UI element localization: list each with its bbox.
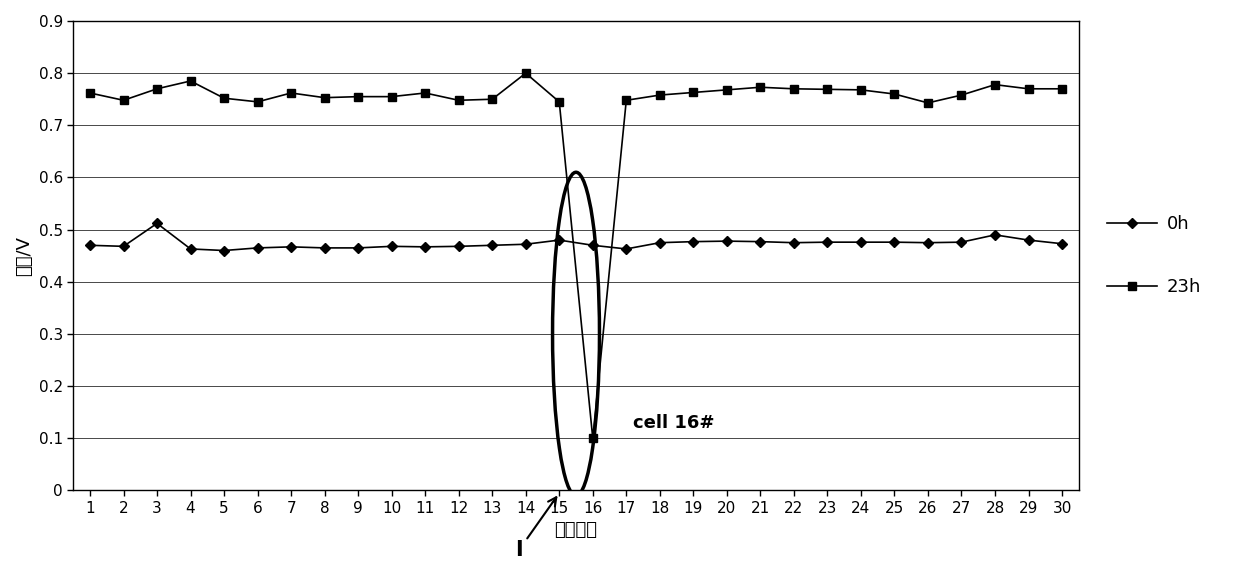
0h: [250, 245, 265, 252]
23h: [920, 99, 935, 106]
23h: [1021, 85, 1035, 92]
0h: [820, 239, 835, 246]
23h: [418, 89, 433, 96]
0h: [117, 243, 131, 250]
23h: [217, 95, 232, 102]
23h: [619, 97, 634, 104]
Text: I: I: [515, 497, 557, 560]
0h: [317, 245, 332, 252]
23h: [786, 85, 801, 92]
0h: [418, 243, 433, 250]
23h: [351, 93, 366, 100]
23h: [853, 87, 868, 93]
23h: [184, 77, 198, 84]
23h: [585, 435, 600, 442]
23h: [719, 87, 734, 93]
23h: [686, 89, 701, 96]
0h: [451, 243, 466, 250]
0h: [1054, 240, 1069, 247]
Line: 23h: 23h: [86, 69, 1066, 443]
0h: [753, 238, 768, 245]
0h: [518, 241, 533, 248]
0h: [217, 247, 232, 254]
0h: [150, 220, 165, 227]
0h: [284, 243, 299, 250]
0h: [485, 242, 500, 249]
23h: [83, 89, 98, 96]
23h: [485, 96, 500, 103]
Line: 0h: 0h: [87, 220, 1065, 254]
23h: [317, 94, 332, 101]
0h: [887, 239, 901, 246]
0h: [954, 239, 968, 246]
Y-axis label: 电压/V: 电压/V: [15, 236, 33, 276]
0h: [585, 242, 600, 249]
0h: [384, 243, 399, 250]
23h: [753, 84, 768, 91]
0h: [652, 239, 667, 246]
23h: [1054, 85, 1069, 92]
0h: [552, 237, 567, 243]
0h: [1021, 237, 1035, 243]
0h: [920, 239, 935, 246]
Legend: 0h, 23h: 0h, 23h: [1097, 206, 1210, 305]
23h: [451, 97, 466, 104]
23h: [987, 81, 1002, 88]
0h: [719, 238, 734, 245]
23h: [250, 99, 265, 106]
0h: [83, 242, 98, 249]
0h: [853, 239, 868, 246]
0h: [619, 245, 634, 252]
23h: [384, 93, 399, 100]
23h: [284, 89, 299, 96]
23h: [552, 99, 567, 106]
23h: [887, 91, 901, 98]
Text: cell 16#: cell 16#: [632, 414, 714, 432]
0h: [987, 231, 1002, 238]
23h: [652, 92, 667, 99]
23h: [117, 97, 131, 104]
23h: [150, 85, 165, 92]
0h: [351, 245, 366, 252]
23h: [518, 70, 533, 77]
0h: [786, 239, 801, 246]
23h: [954, 92, 968, 99]
23h: [820, 86, 835, 93]
0h: [184, 245, 198, 252]
X-axis label: 电芯编号: 电芯编号: [554, 522, 598, 539]
0h: [686, 238, 701, 245]
